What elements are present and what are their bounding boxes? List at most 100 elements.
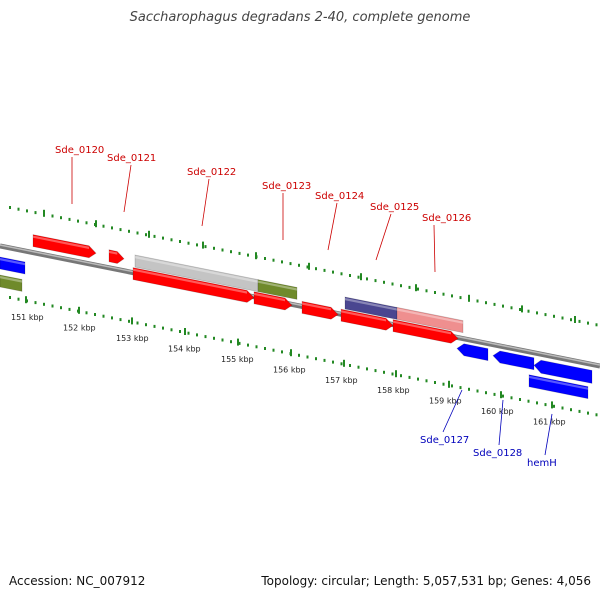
lower-track-dot [102,314,105,318]
lower-track-dot [485,391,487,395]
lower-track-dot [468,387,470,391]
lower-track-dot [391,372,394,376]
kbp-tick-label: 157 kbp [325,376,358,385]
callout-line [327,202,338,251]
lower-track-dot [561,406,564,410]
lower-track-dot [519,398,521,401]
upper-track-dot [102,224,105,228]
upper-track-dot [442,292,445,296]
lower-track-dot [349,364,351,367]
upper-track-dot [476,299,479,303]
kbp-tick-label: 158 kbp [377,386,410,395]
callout-line [123,164,132,213]
upper-track-dot [349,274,351,277]
gene-domain-sde-0122-olive [257,279,298,300]
upper-track-dot [391,282,394,286]
upper-track-dot [510,306,513,310]
upper-track-dot [145,233,147,237]
lower-track-dot [357,365,360,369]
upper-track-dot [587,321,589,325]
lower-track-major-tick [78,306,80,314]
upper-track-dot [187,241,190,245]
upper-track-dot [519,308,521,311]
gene-arrow-sde-0125-highlight [341,310,386,322]
lower-track-dot [493,392,496,396]
lower-track-dot [17,297,20,301]
upper-track-major-tick [415,284,417,292]
upper-track-major-tick [95,220,97,228]
upper-track-dot [332,270,334,274]
lower-track-dot [9,296,11,299]
callout-line [201,178,210,227]
lower-track-dot [162,326,164,330]
edge-gene-olive [0,274,23,292]
edge-gene-reverse-highlight [0,258,25,266]
lower-track-dot [272,348,275,352]
gene-arrow-sde-0126 [392,319,459,344]
lower-track-dot [451,384,453,388]
upper-track-dot [238,251,241,255]
callout-line [375,213,392,261]
upper-track-dot [34,211,37,215]
lower-track-dot [153,324,156,328]
gene-label: Sde_0120 [55,145,104,156]
lower-track-dot [68,307,71,311]
lower-track-dot [170,328,173,332]
gene-arrow-sde-0124-highlight [302,302,331,311]
upper-track-dot [366,277,368,281]
lower-track-major-tick [25,296,27,304]
lower-track-major-tick [500,391,502,399]
map-title: Saccharophagus degradans 2-40, complete … [129,10,471,25]
gene-arrow-sde-0125 [340,308,394,331]
upper-track-dot [544,313,547,317]
gene-domain-sde-0122-olive-highlight [258,280,297,291]
upper-track-dot [221,248,224,252]
upper-track-dot [383,280,385,284]
upper-track-dot [400,284,402,288]
upper-track-dot [289,262,292,266]
gene-arrow-hemH-b [528,374,589,400]
upper-track-dot [323,268,326,272]
gene-label: Sde_0125 [370,202,419,213]
upper-track-dot [51,214,54,218]
lower-track-dot [196,333,198,337]
upper-track-dot [451,294,453,298]
lower-track-dot [408,375,411,379]
lower-track-major-tick [184,328,186,335]
lower-track-dot [94,313,96,316]
gene-label: hemH [527,458,557,469]
kbp-tick-label: 154 kbp [168,344,201,353]
upper-track-dot [561,316,564,320]
kbp-tick-label: 153 kbp [116,334,149,343]
gene-label: Sde_0122 [187,167,236,178]
upper-track-dot [459,296,462,300]
lower-track-dot [553,404,555,408]
gene-label: Sde_0123 [262,181,311,192]
gene-arrow-hemH-b-highlight [529,375,588,390]
lower-track-major-tick [551,401,553,409]
lower-track-dot [400,374,402,378]
gene-arrow-hemH-a [533,359,593,384]
gene-domain-sde-0122-gray-highlight [135,256,258,283]
upper-track-dot [527,309,530,313]
upper-track-dot [213,246,215,250]
upper-track-dot [298,263,300,267]
upper-track-dot [111,226,113,230]
lower-track-dot [510,396,513,400]
lower-track-dot [230,340,232,344]
accession-text: Accession: NC_007912 [9,574,146,588]
lower-track-dot [417,377,419,381]
gene-arrow-sde-0127 [456,343,489,362]
upper-track-dot [553,314,555,318]
lower-track-dot [476,389,479,393]
upper-track-major-tick [360,273,362,281]
gene-arrow-sde-0120 [32,234,97,259]
lower-track-dot [247,343,249,347]
upper-track-dot [374,279,377,283]
gene-arrow-sde-0122-highlight [133,268,247,294]
gene-arrow-sde-0128 [492,350,535,371]
lower-track-dot [221,338,224,342]
upper-track-major-tick [521,305,523,313]
upper-track-dot [315,267,317,271]
upper-track-dot [85,221,88,225]
